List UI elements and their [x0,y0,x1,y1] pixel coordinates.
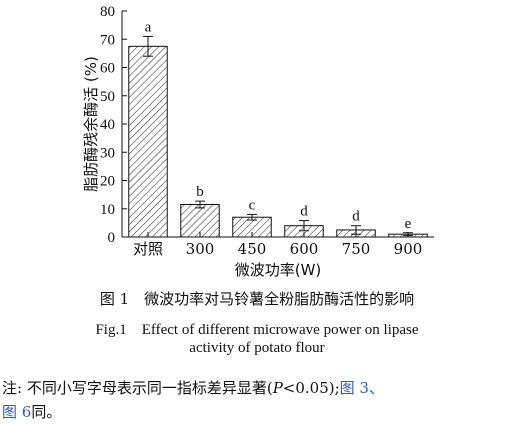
significance-letter: e [405,216,412,232]
note-prefix: 注: 不同小写字母表示同一指标差异显著( [2,379,273,397]
x-tick-label: 对照 [133,240,163,258]
x-tick-label: 900 [394,240,423,258]
figure-note-continued: 图 6同。 [2,401,61,422]
note-figure-ref-link[interactable]: 图 3、 [339,379,384,397]
bar [180,204,220,238]
y-tick-label: 20 [100,174,115,190]
significance-letter: b [196,184,204,200]
note-figure-ref-link-2[interactable]: 图 6 [2,403,32,421]
significance-letter: c [249,197,256,213]
figure-caption-english-line2: activity of potato flour [189,340,325,356]
bar-chart: 0 10 20 30 40 50 60 70 80 脂肪酶残余酶活 (%) a 对照 b 300 c 450 d… [82,4,434,279]
y-tick-label: 50 [100,89,115,105]
y-tick-label: 80 [100,4,115,20]
x-axis-title: 微波功率(W) [235,261,322,279]
y-tick-label: 10 [100,202,115,218]
x-tick-label: 600 [290,240,319,258]
y-tick-label: 70 [100,32,115,48]
y-tick-label: 30 [100,145,115,161]
significance-letter: d [352,209,360,225]
y-axis-title: 脂肪酶残余酶活 (%) [82,56,100,192]
significance-letter: a [145,19,152,35]
note-p-symbol: P [272,379,283,397]
y-tick-label: 60 [100,61,115,77]
y-tick-label: 40 [100,117,115,133]
x-tick-label: 450 [238,240,267,258]
note-suffix: 同。 [31,403,62,421]
significance-letter: d [300,204,308,220]
note-p-value: <0.05); [282,379,340,397]
figure-caption-english-line1: Fig.1 Effect of different microwave powe… [95,322,419,338]
figure-caption-chinese: 图 1 微波功率对马铃薯全粉脂肪酶活性的影响 [99,290,415,308]
x-tick-label: 750 [342,240,371,258]
x-tick-label: 300 [186,240,215,258]
figure-note: 注: 不同小写字母表示同一指标差异显著(P<0.05);图 3、 [2,377,384,398]
bar [128,45,168,238]
y-tick-label: 0 [108,230,116,246]
